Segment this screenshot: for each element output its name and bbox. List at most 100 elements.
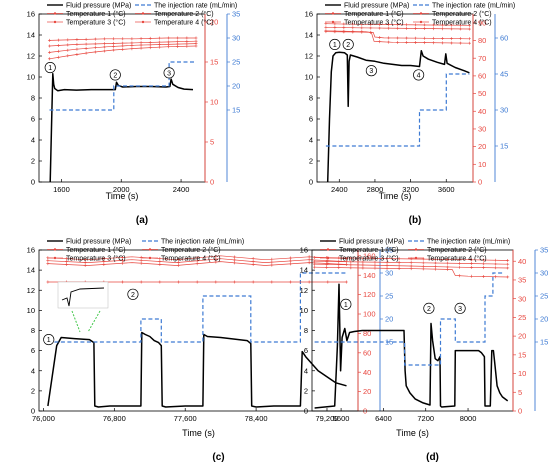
temperature-marker: [378, 22, 382, 26]
x-tick-label: 3200: [402, 185, 419, 194]
temperature-marker: [405, 40, 409, 44]
inset-pressure-line: [61, 287, 105, 307]
temperature-marker: [195, 259, 199, 263]
temperature-marker: [423, 36, 427, 40]
temperature-marker: [449, 27, 453, 31]
y-left-tick-label: 14: [27, 31, 35, 40]
y-rate-tick-label: 20: [540, 315, 548, 324]
legend-swatch-marker: [326, 248, 330, 251]
temperature-marker: [337, 260, 341, 264]
x-tick-label: 2000: [113, 185, 130, 194]
panel-label: (a): [136, 215, 148, 226]
temperature-marker: [387, 36, 391, 40]
y-left-tick-label: 4: [31, 136, 35, 145]
temperature-marker: [84, 46, 88, 50]
temperature-marker: [506, 262, 510, 266]
temperature-marker: [313, 262, 317, 266]
temperature-marker: [342, 26, 346, 30]
y-left-tick-label: 8: [304, 326, 308, 335]
temperature-marker: [307, 258, 311, 262]
temperature-marker: [130, 43, 134, 47]
temperature-marker: [185, 44, 189, 48]
temperature-marker: [441, 36, 445, 40]
y-left-tick-label: 14: [27, 266, 35, 275]
y-left-tick-label: 4: [309, 136, 313, 145]
temperature-marker: [139, 37, 143, 41]
temperature-marker: [385, 266, 389, 270]
temperature-marker: [324, 29, 328, 33]
pressure-line: [326, 50, 470, 182]
temperature-marker: [441, 23, 445, 27]
y-left-tick-label: 10: [300, 306, 308, 315]
temperature-marker: [405, 23, 409, 27]
temperature-marker: [482, 258, 486, 262]
temperature-marker: [326, 280, 330, 284]
temperature-marker: [423, 27, 427, 31]
y-rate-tick-label: 45: [500, 70, 508, 79]
temperature-marker: [467, 23, 471, 27]
injection-rate-line: [47, 272, 347, 343]
temperature-marker: [307, 261, 311, 265]
temperature-marker: [139, 280, 143, 284]
temperature-marker: [102, 257, 106, 261]
temperature-marker: [349, 260, 353, 264]
x-axis-title: Time (s): [182, 428, 215, 438]
temperature-marker: [325, 262, 329, 266]
temperature-marker: [232, 280, 236, 284]
pressure-line: [314, 283, 509, 409]
y-left-tick-label: 16: [305, 10, 313, 19]
temperature-marker: [445, 257, 449, 261]
temperature-marker: [433, 261, 437, 265]
y-left-tick-label: 0: [309, 178, 313, 187]
temperature-marker: [167, 36, 171, 40]
temperature-marker: [387, 26, 391, 30]
legend-swatch-marker: [53, 248, 57, 251]
y-temp-tick-label: 15: [210, 58, 218, 67]
legend-label: Fluid pressure (MPa): [344, 2, 409, 9]
temperature-marker: [270, 260, 274, 264]
y-temp-tick-label: 20: [210, 18, 218, 27]
temperature-marker: [470, 265, 474, 269]
y-left-tick-label: 6: [304, 346, 308, 355]
temperature-marker: [421, 261, 425, 265]
temperature-marker: [130, 47, 134, 51]
temperature-marker: [57, 49, 61, 53]
legend-swatch-marker: [414, 248, 418, 251]
temperature-marker: [195, 262, 199, 266]
temperature-marker: [506, 258, 510, 262]
temperature-marker: [148, 36, 152, 40]
legend-swatch-marker: [53, 20, 57, 24]
temperature-marker: [157, 36, 161, 40]
legend-label: The injection rate (mL/min): [161, 238, 244, 245]
legend-label: Temperature 4 (°C): [154, 18, 214, 26]
y-left-tick-label: 10: [305, 73, 313, 82]
y-left-tick-label: 10: [27, 73, 35, 82]
temperature-marker: [75, 38, 79, 42]
temperature-marker: [333, 29, 337, 33]
temperature-marker: [176, 44, 180, 48]
x-tick-label: 76,000: [32, 414, 55, 423]
temperature-marker: [288, 280, 292, 284]
y-temp-tick-label: 5: [518, 388, 522, 397]
temperature-marker: [251, 280, 255, 284]
y-rate-tick-label: 20: [385, 315, 393, 324]
temperature-marker: [47, 44, 51, 48]
y-temp-tick-label: 5: [210, 138, 214, 147]
temperature-marker: [396, 40, 400, 44]
temperature-marker: [195, 280, 199, 284]
temperature-marker: [324, 22, 328, 26]
y-temp-tick-label: 160: [363, 251, 376, 260]
y-left-tick-label: 12: [27, 286, 35, 295]
y-rate-tick-label: 60: [500, 34, 508, 43]
legend-label: Temperature 2 (°C): [154, 10, 214, 18]
y-temp-tick-label: 100: [363, 310, 376, 319]
temperature-marker: [414, 36, 418, 40]
temperature-marker: [378, 35, 382, 39]
y-temp-tick-label: 80: [478, 36, 486, 45]
temperature-marker: [432, 41, 436, 45]
temperature-marker: [139, 43, 143, 47]
temperature-marker: [65, 260, 69, 264]
temperature-marker: [232, 255, 236, 259]
temperature-marker: [360, 22, 364, 26]
